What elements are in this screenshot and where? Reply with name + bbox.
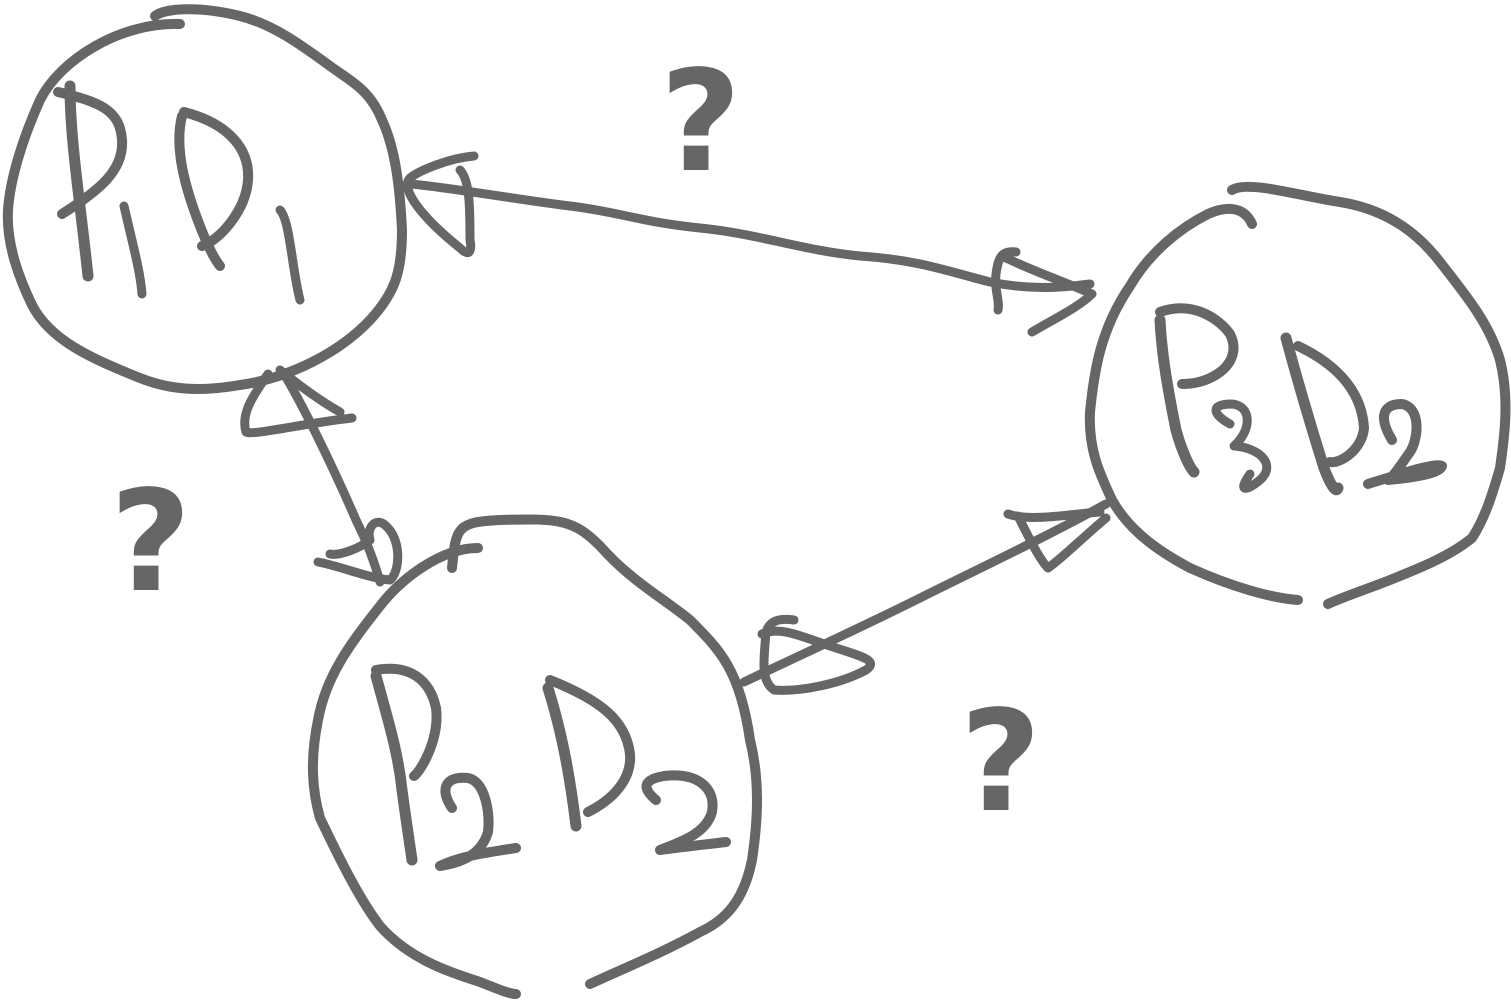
edge-1-2-line: [279, 369, 385, 587]
node-2-label: [370, 663, 731, 871]
node-3-label: [1154, 303, 1447, 496]
node-1-outline: [2, 4, 407, 395]
edge-1-2-arrowhead-end: [313, 517, 403, 585]
node-2-letter-p-loop: [371, 663, 442, 781]
edge-1-2: ?: [110, 365, 403, 624]
node-1-subscript-2: [275, 205, 305, 305]
node-1-label: [53, 80, 305, 305]
node-3-subscript-2: [1363, 399, 1447, 489]
edge-1-3-arrowhead-end: [991, 247, 1097, 337]
edge-1-2-label: ?: [110, 461, 191, 624]
node-3-letter-d-stem: [1280, 332, 1344, 496]
node-3-outline: [1227, 181, 1511, 609]
edge-2-3: ?: [739, 499, 1111, 844]
node-1-letter-d-loop: [179, 107, 254, 251]
edge-2-3-arrowhead-end: [1003, 507, 1111, 573]
node-2-letter-d-stem: [542, 682, 582, 832]
node-2-subscript-2: [435, 772, 521, 871]
node-2-outline-left: [307, 543, 521, 999]
node-1-letter-d-stem: [174, 111, 225, 271]
edge-1-2-arrowhead-start: [240, 365, 357, 438]
node-3-letter-p-loop: [1155, 303, 1239, 389]
edge-1-3: ?: [403, 41, 1097, 337]
node-1-letter-p-stem: [64, 80, 94, 282]
node-2-letter-d-loop: [545, 675, 636, 817]
edge-1-3-arrowhead-start: [403, 151, 479, 257]
node-2-letter-p-stem: [370, 670, 418, 866]
node-3-letter-d-loop: [1293, 341, 1369, 468]
edge-2-3-arrowhead-start: [757, 614, 876, 695]
node-1: [2, 4, 407, 395]
node-3: [1084, 181, 1511, 609]
node-1-subscript-1: [119, 201, 147, 299]
node-3-outline-left: [1084, 203, 1303, 605]
node-3-letter-p-stem: [1154, 314, 1200, 478]
edge-1-3-line: [405, 179, 1095, 292]
node-2-subscript-3: [641, 770, 731, 855]
node-3-subscript-3: [1211, 399, 1272, 493]
node-2: [307, 514, 762, 999]
edge-2-3-line: [739, 499, 1111, 687]
edge-2-3-label: ?: [960, 681, 1041, 844]
edge-1-3-label: ?: [660, 41, 741, 204]
node-1-letter-p-loop: [53, 87, 128, 219]
node-2-outline: [447, 514, 762, 989]
